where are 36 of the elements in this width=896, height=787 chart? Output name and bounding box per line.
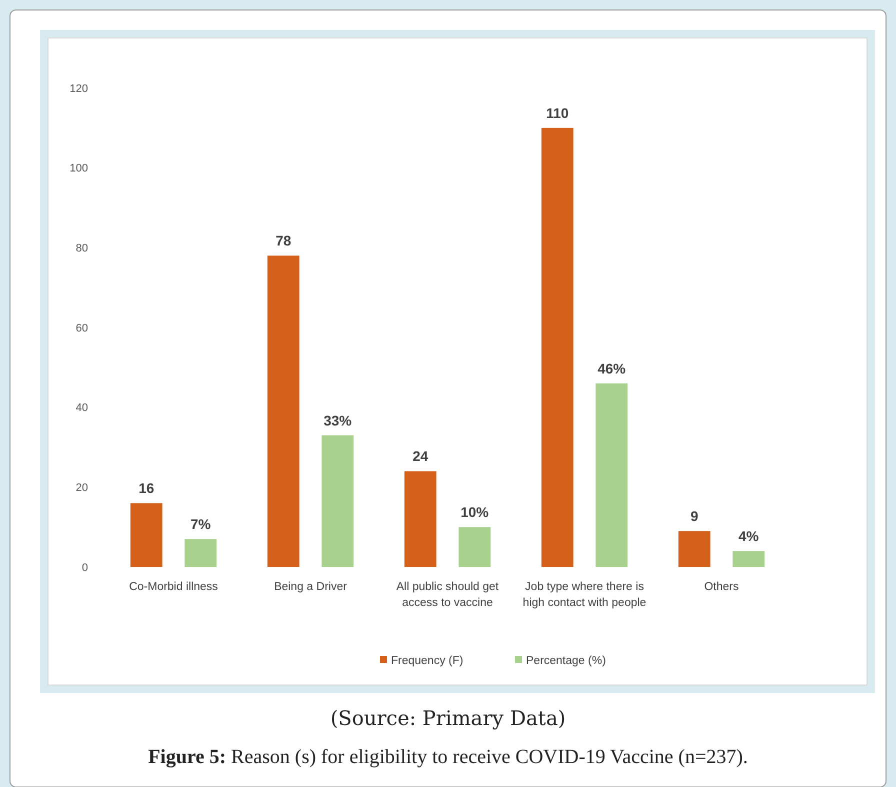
data-label: 4% xyxy=(738,528,760,544)
y-tick-label: 40 xyxy=(76,402,88,414)
legend-label: Percentage (%) xyxy=(526,655,606,668)
y-tick-label: 20 xyxy=(76,482,88,494)
data-label: 7% xyxy=(190,516,212,532)
bar xyxy=(130,503,162,567)
data-label: 78 xyxy=(276,232,292,249)
x-tick-label: Job type where there is high contact with people xyxy=(522,581,646,609)
x-tick-label: All public should get access to vaccine xyxy=(396,581,500,609)
bar xyxy=(678,531,710,567)
y-tick-label: 0 xyxy=(82,562,88,574)
data-label: 24 xyxy=(412,448,428,464)
bar xyxy=(404,471,436,567)
bar xyxy=(596,383,628,567)
bar xyxy=(458,527,491,567)
data-label: 33% xyxy=(324,412,352,428)
bar xyxy=(322,435,354,567)
data-label: 16 xyxy=(138,480,154,496)
y-tick-label: 100 xyxy=(70,162,88,175)
y-tick-label: 60 xyxy=(76,322,88,334)
text: (Source: Primary Data) xyxy=(330,706,566,730)
data-label: 46% xyxy=(598,360,626,376)
bar xyxy=(541,128,574,567)
bar xyxy=(267,256,300,567)
y-tick-label: 80 xyxy=(76,242,88,255)
text: Figure 5: Reason (s) for eligibility to receive COVID-19 Vaccine (n=237). xyxy=(148,746,748,768)
bar xyxy=(184,539,217,567)
y-tick-label: 120 xyxy=(70,82,88,95)
data-label: 9 xyxy=(690,508,698,524)
data-label: 10% xyxy=(460,504,490,520)
x-tick-label: Being a Driver xyxy=(274,581,348,593)
data-label: 110 xyxy=(546,104,569,121)
x-tick-label: Others xyxy=(704,581,740,593)
bar xyxy=(732,551,765,567)
legend-label: Frequency (F) xyxy=(391,655,464,668)
x-tick-label: Co-Morbid illness xyxy=(129,581,218,593)
